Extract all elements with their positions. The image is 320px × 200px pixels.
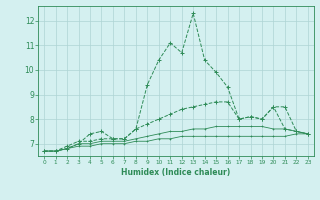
X-axis label: Humidex (Indice chaleur): Humidex (Indice chaleur) [121, 168, 231, 177]
